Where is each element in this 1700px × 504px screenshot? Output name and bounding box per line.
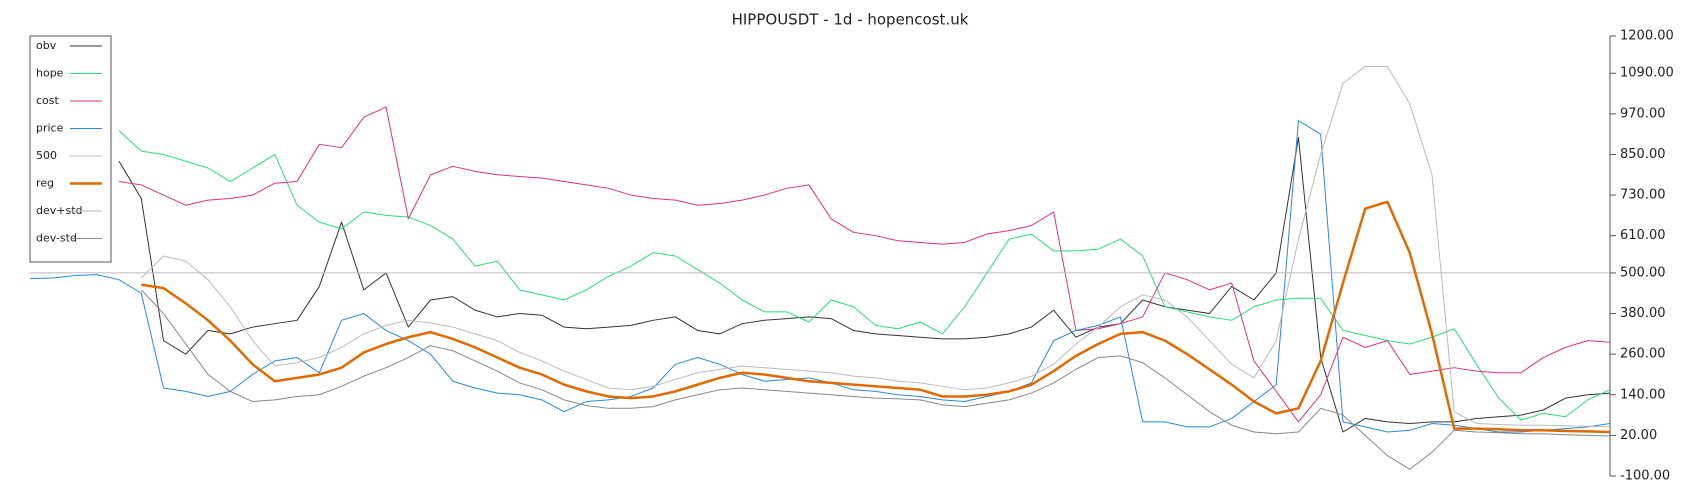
y-tick-label: 20.00 <box>1620 428 1657 443</box>
series-line <box>140 289 1611 470</box>
y-tick-label: 730.00 <box>1620 188 1666 203</box>
series-line <box>118 130 1611 421</box>
y-tick-label: 1090.00 <box>1620 66 1674 81</box>
legend-label: dev-std <box>36 232 77 245</box>
y-tick-label: -100.00 <box>1620 469 1670 484</box>
y-tick-label: 500.00 <box>1620 265 1666 280</box>
legend-label: dev+std <box>36 204 83 217</box>
series-line <box>118 106 1611 423</box>
y-tick-label: 380.00 <box>1620 306 1666 321</box>
series-line <box>118 137 1611 433</box>
legend-label: 500 <box>36 149 57 162</box>
legend-label: reg <box>36 177 54 190</box>
legend-label: obv <box>36 39 57 52</box>
series-line <box>140 65 1611 428</box>
y-tick-label: 850.00 <box>1620 147 1666 162</box>
legend: obv hope cost price 500 reg dev+std dev-std <box>29 35 112 263</box>
legend-label: price <box>36 122 64 135</box>
y-tick-label: 610.00 <box>1620 228 1666 243</box>
plot-area <box>29 65 1611 470</box>
y-tick-label: 970.00 <box>1620 106 1666 121</box>
chart-title: HIPPOUSDT - 1d - hopencost.uk <box>732 11 969 29</box>
series-line <box>29 120 1611 433</box>
y-tick-label: 140.00 <box>1620 387 1666 402</box>
y-tick-label: 1200.00 <box>1620 29 1674 44</box>
legend-label: cost <box>36 94 60 107</box>
y-tick-label: 260.00 <box>1620 347 1666 362</box>
legend-label: hope <box>36 67 64 80</box>
series-line <box>141 200 1611 434</box>
